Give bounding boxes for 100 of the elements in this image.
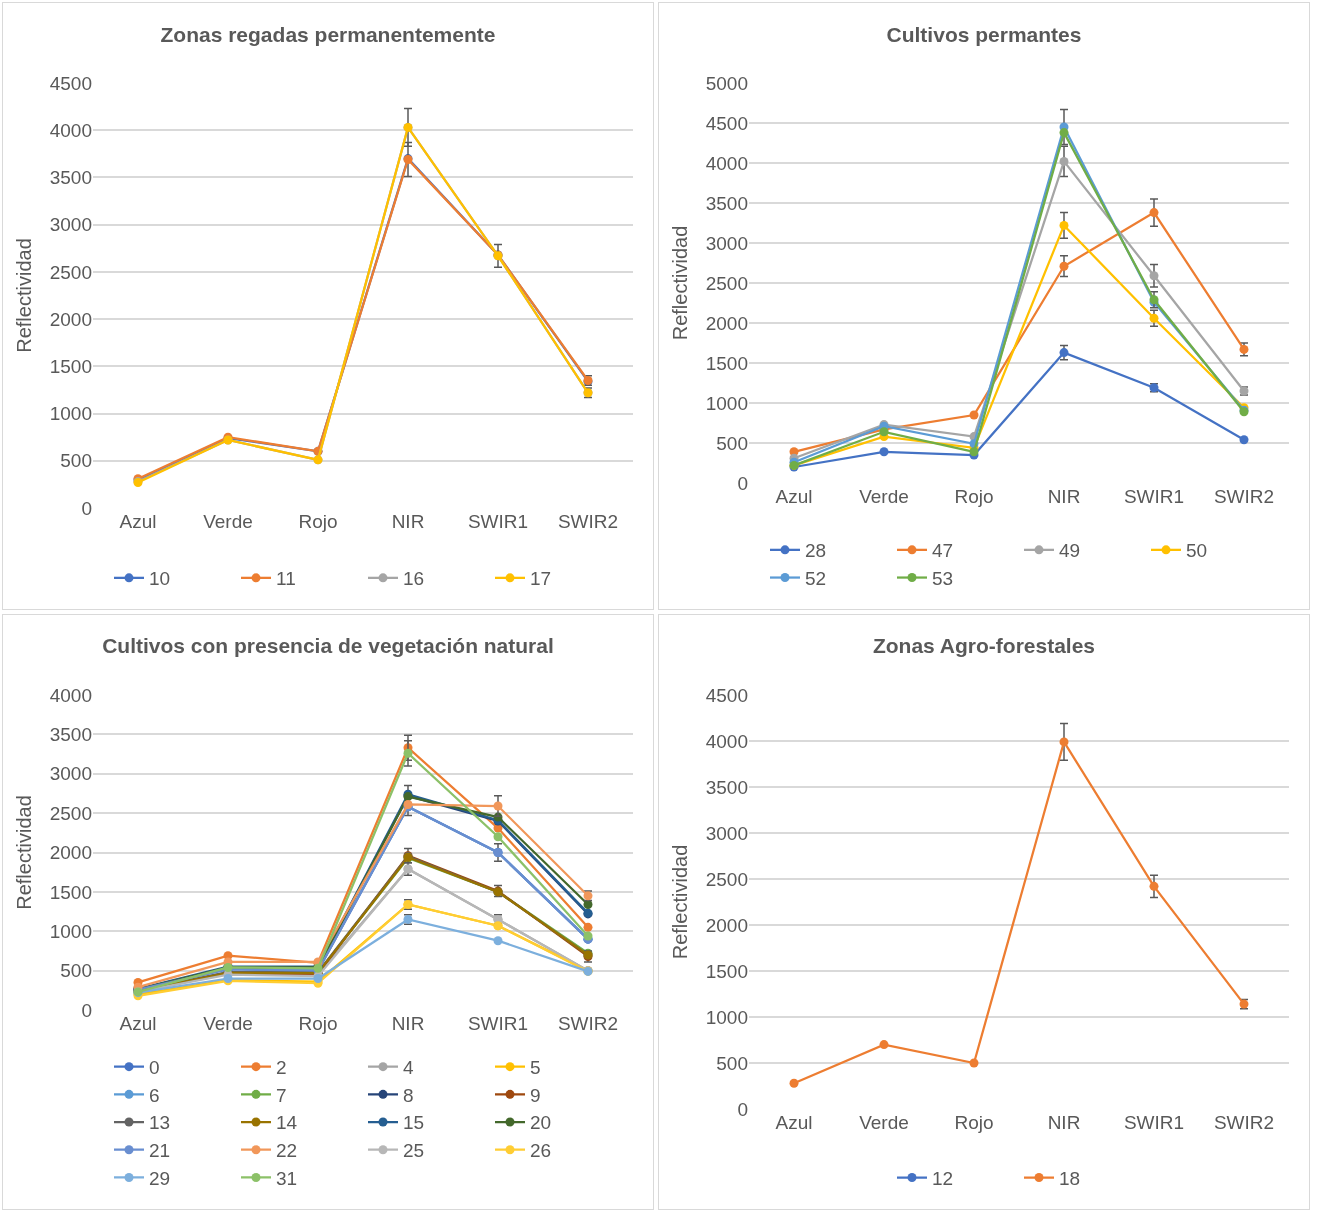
point <box>1239 435 1249 445</box>
y-tick-label: 1500 <box>705 960 748 982</box>
x-tick-label: Azul <box>119 511 157 532</box>
legend-label: 5 <box>530 1057 541 1079</box>
point <box>1059 128 1069 138</box>
chart-title: Cultivos con presencia de vegetación natural <box>102 634 554 658</box>
point <box>969 410 979 420</box>
y-axis-title: Reflectividad <box>669 844 692 960</box>
y-tick-label: 1500 <box>49 881 92 903</box>
y-tick-label: 1000 <box>49 403 92 425</box>
legend-label: 4 <box>403 1057 414 1079</box>
y-tick-label: 3000 <box>49 214 92 236</box>
point <box>1059 261 1069 271</box>
legend-label: 53 <box>932 567 954 589</box>
legend-label: 47 <box>932 540 954 562</box>
x-tick-label: Azul <box>775 1112 813 1133</box>
legend-label: 7 <box>276 1084 287 1106</box>
legend-label: 10 <box>149 568 171 590</box>
legend-label: 20 <box>530 1112 552 1134</box>
point <box>403 748 413 758</box>
point <box>789 1078 799 1088</box>
y-tick-label: 2500 <box>49 802 92 824</box>
legend-label: 29 <box>149 1167 171 1189</box>
y-tick-label: 0 <box>81 497 92 519</box>
x-tick-label: SWIR2 <box>557 1013 619 1034</box>
y-tick-label: 2500 <box>705 272 748 294</box>
point <box>1149 208 1159 218</box>
x-tick-label: Azul <box>775 486 813 507</box>
y-tick-label: 2500 <box>705 868 748 890</box>
point <box>1149 271 1159 281</box>
y-tick-label: 3000 <box>49 763 92 785</box>
y-tick-label: 1500 <box>705 352 748 374</box>
point <box>493 936 503 946</box>
y-tick-label: 4000 <box>705 152 748 174</box>
y-tick-label: 500 <box>60 450 92 472</box>
legend-label: 50 <box>1186 540 1208 562</box>
legend-label: 17 <box>530 568 552 590</box>
y-axis-title: Reflectividad <box>669 225 692 341</box>
y-tick-label: 2000 <box>705 914 748 936</box>
point <box>879 1040 889 1050</box>
y-tick-label: 2500 <box>49 261 92 283</box>
point <box>879 447 889 457</box>
legend-label: 18 <box>1059 1167 1081 1189</box>
y-tick-label: 2000 <box>49 842 92 864</box>
x-tick-label: SWIR1 <box>1123 486 1185 507</box>
x-tick-label: Verde <box>203 511 253 532</box>
x-tick-label: Verde <box>203 1013 253 1034</box>
chart-title: Zonas regadas permanentemente <box>160 22 496 46</box>
point <box>1059 220 1069 230</box>
y-axis-title: Reflectividad <box>13 238 36 353</box>
legend-label: 11 <box>276 568 296 590</box>
legend-label: 21 <box>149 1140 171 1162</box>
legend-label: 16 <box>403 568 425 590</box>
legend-label: 22 <box>276 1140 298 1162</box>
legend-label: 12 <box>932 1167 954 1189</box>
y-tick-label: 4000 <box>49 119 92 141</box>
y-tick-label: 3500 <box>49 167 92 189</box>
y-tick-label: 500 <box>716 1052 748 1074</box>
y-tick-label: 0 <box>737 472 748 494</box>
legend-label: 6 <box>149 1084 160 1106</box>
y-tick-label: 4000 <box>49 684 92 706</box>
y-tick-label: 3000 <box>705 232 748 254</box>
x-tick-label: Azul <box>119 1013 157 1034</box>
y-tick-label: 3500 <box>705 192 748 214</box>
y-axis-title: Reflectividad <box>13 795 36 910</box>
x-tick-label: Rojo <box>954 1112 994 1133</box>
chart-title: Zonas Agro-forestales <box>872 634 1096 658</box>
legend-label: 31 <box>276 1167 298 1189</box>
legend-label: 49 <box>1059 540 1081 562</box>
x-tick-label: Rojo <box>954 486 994 507</box>
y-tick-label: 4500 <box>49 72 92 94</box>
x-tick-label: NIR <box>1047 486 1081 507</box>
point <box>1059 348 1069 358</box>
legend-label: 15 <box>403 1112 425 1134</box>
y-tick-label: 0 <box>737 1098 748 1120</box>
point <box>493 832 503 842</box>
legend-label: 25 <box>403 1140 425 1162</box>
x-tick-label: SWIR2 <box>1213 486 1275 507</box>
x-tick-label: Verde <box>859 1112 909 1133</box>
legend-label: 13 <box>149 1112 171 1134</box>
chart-title: Cultivos permantes <box>886 22 1082 46</box>
point <box>493 801 503 811</box>
x-tick-label: Rojo <box>298 511 338 532</box>
y-tick-label: 1500 <box>49 355 92 377</box>
x-tick-label: Verde <box>859 486 909 507</box>
legend-label: 0 <box>149 1057 160 1079</box>
x-tick-label: SWIR1 <box>467 1013 529 1034</box>
x-tick-label: Rojo <box>298 1013 338 1034</box>
point <box>1059 156 1069 166</box>
y-tick-label: 500 <box>60 960 92 982</box>
x-tick-label: SWIR1 <box>1123 1112 1185 1133</box>
y-tick-label: 1000 <box>49 920 92 942</box>
y-tick-label: 2000 <box>49 308 92 330</box>
y-tick-label: 5000 <box>705 72 748 94</box>
point <box>1149 313 1159 323</box>
y-tick-label: 3500 <box>705 776 748 798</box>
legend-label: 28 <box>805 540 827 562</box>
y-tick-label: 1000 <box>705 1006 748 1028</box>
point <box>969 1058 979 1068</box>
x-tick-label: SWIR2 <box>1213 1112 1275 1133</box>
